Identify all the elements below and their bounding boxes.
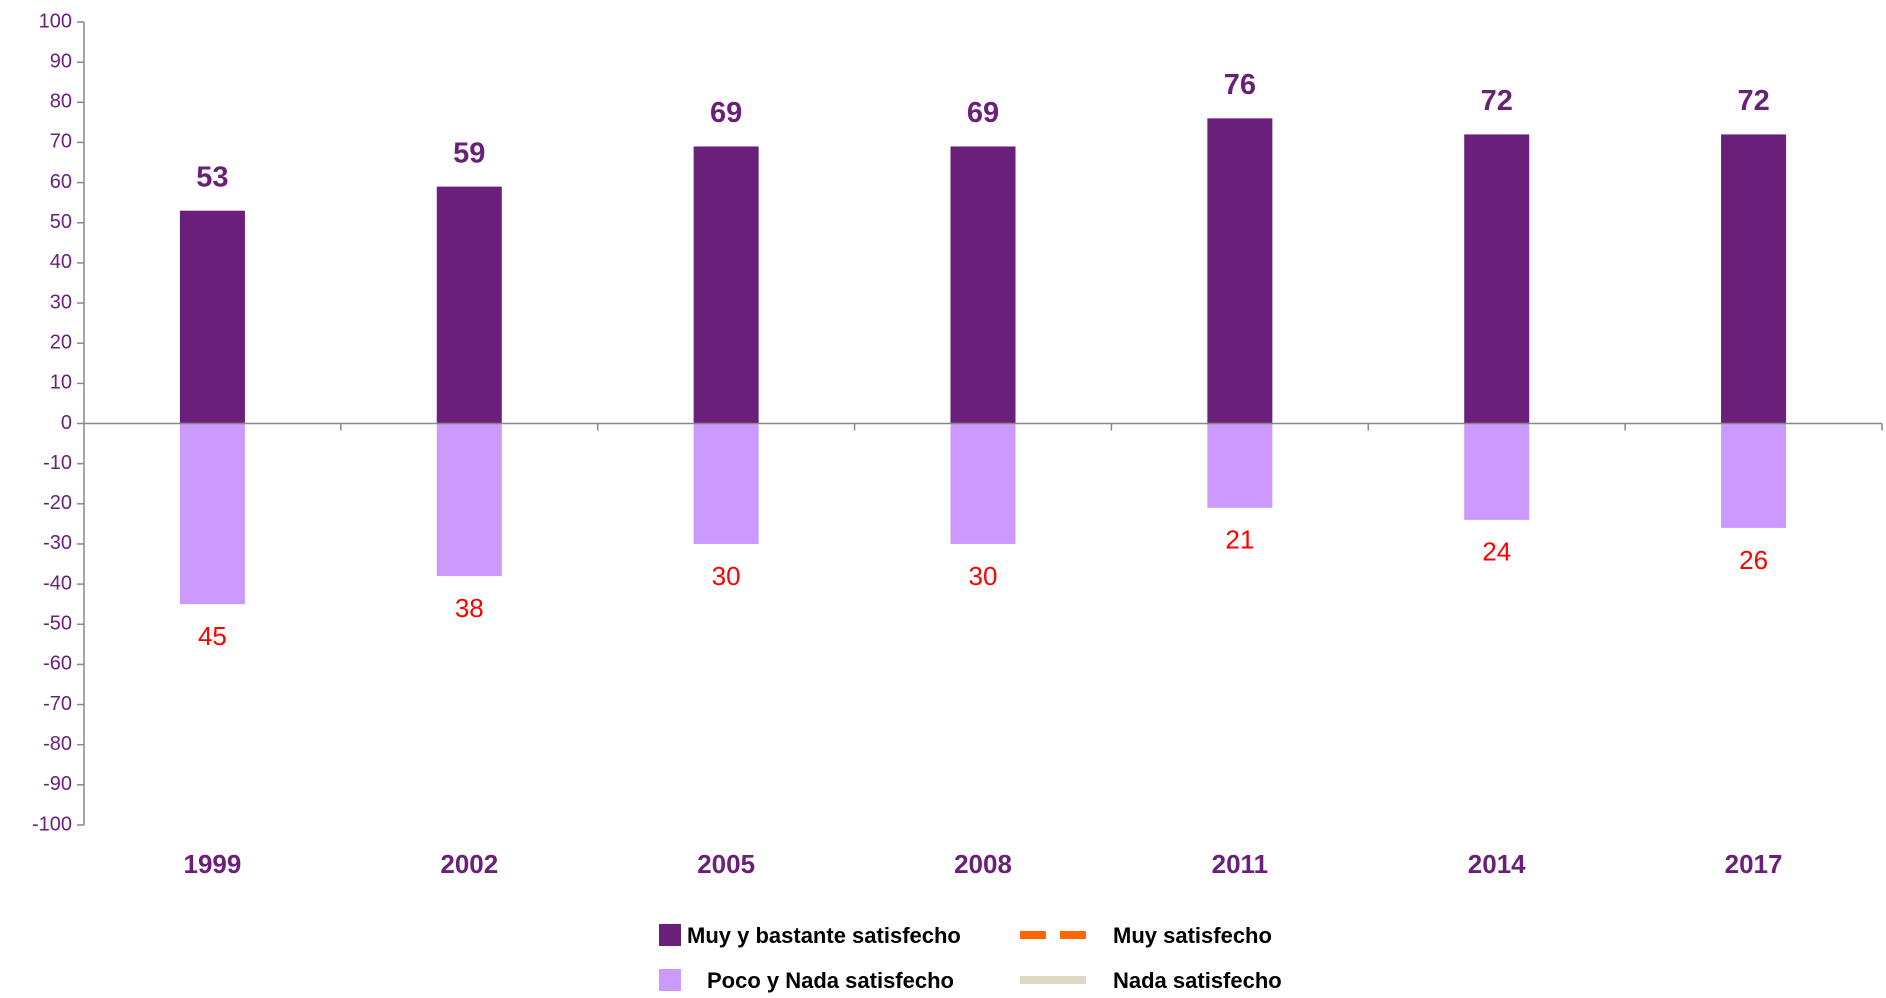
bar	[436, 423, 502, 577]
data-label: 76	[1224, 69, 1256, 101]
data-label: 38	[455, 593, 484, 623]
y-tick-label: 70	[50, 131, 72, 153]
bar	[1464, 423, 1530, 520]
y-tick-label: 60	[50, 171, 72, 193]
bar	[1721, 423, 1787, 528]
data-label: 72	[1481, 85, 1513, 117]
y-tick-label: -10	[43, 452, 72, 474]
bar	[1721, 134, 1787, 424]
y-tick-label: -90	[43, 773, 72, 795]
y-tick-label: -80	[43, 733, 72, 755]
bar	[693, 146, 759, 424]
data-label: 53	[196, 161, 228, 193]
y-tick-label: 100	[39, 10, 72, 32]
y-tick-label: -100	[32, 813, 72, 835]
y-tick-label: -40	[43, 572, 72, 594]
data-label: 24	[1482, 537, 1511, 567]
bar	[179, 423, 245, 605]
bar	[179, 210, 245, 424]
y-tick-label: -70	[43, 693, 72, 715]
data-label: 30	[712, 561, 741, 591]
y-tick-label: 40	[50, 251, 72, 273]
legend-label: Poco y Nada satisfecho	[707, 968, 954, 993]
y-tick-label: 90	[50, 50, 72, 72]
bar	[950, 423, 1016, 544]
bar	[1464, 134, 1530, 424]
x-tick-label: 1999	[184, 849, 242, 879]
bar	[693, 423, 759, 544]
legend-label: Muy satisfecho	[1113, 923, 1272, 948]
bar	[436, 186, 502, 424]
x-tick-label: 2017	[1725, 849, 1783, 879]
data-label: 69	[967, 97, 999, 129]
bar	[950, 146, 1016, 424]
x-tick-label: 2014	[1468, 849, 1526, 879]
data-label: 30	[969, 561, 998, 591]
data-label: 59	[453, 137, 485, 169]
bar	[1207, 118, 1273, 424]
x-tick-label: 2002	[440, 849, 498, 879]
y-tick-label: 10	[50, 372, 72, 394]
y-tick-label: 80	[50, 91, 72, 113]
data-label: 69	[710, 97, 742, 129]
x-tick-label: 2008	[954, 849, 1012, 879]
y-tick-label: -50	[43, 613, 72, 635]
data-label: 26	[1739, 545, 1768, 575]
x-tick-label: 2005	[697, 849, 755, 879]
legend-swatch	[659, 924, 681, 946]
data-label: 45	[198, 621, 227, 651]
bar	[1207, 423, 1273, 508]
data-label: 21	[1225, 525, 1254, 555]
legend-swatch	[659, 969, 681, 991]
legend-label: Muy y bastante satisfecho	[687, 923, 961, 948]
y-tick-label: 20	[50, 331, 72, 353]
y-tick-label: 30	[50, 291, 72, 313]
y-tick-label: 50	[50, 211, 72, 233]
y-tick-label: -20	[43, 492, 72, 514]
x-tick-label: 2011	[1212, 849, 1268, 879]
y-tick-label: 0	[61, 412, 72, 434]
y-tick-label: -30	[43, 532, 72, 554]
y-tick-label: -60	[43, 653, 72, 675]
legend-label: Nada satisfecho	[1113, 968, 1282, 993]
data-label: 72	[1737, 85, 1769, 117]
